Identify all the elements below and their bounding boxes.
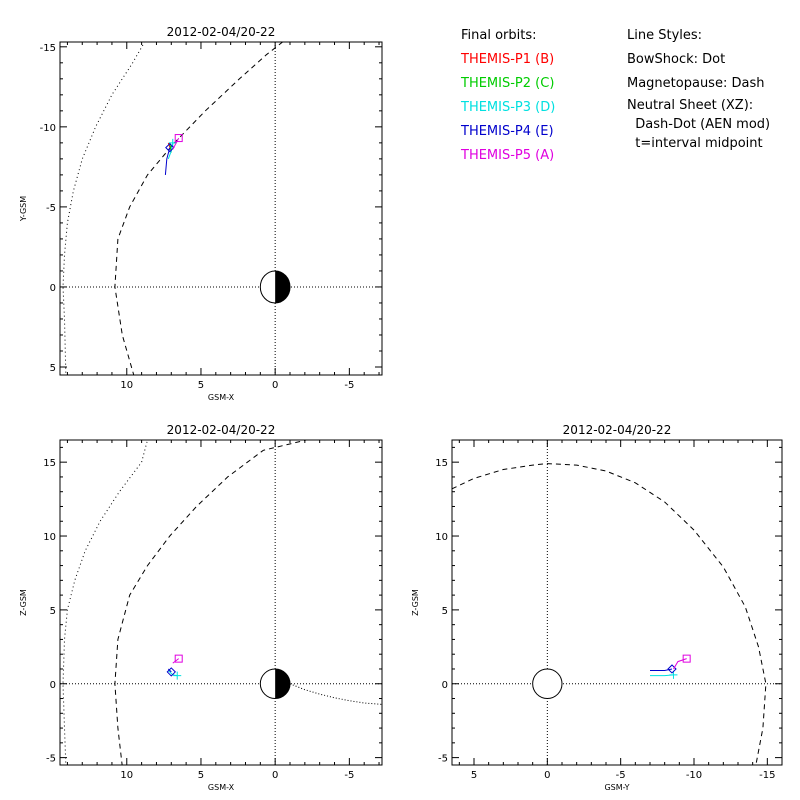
yz-orbit-themis-p4-line bbox=[650, 668, 673, 671]
orbits-legend-title: Final orbits: bbox=[461, 28, 537, 43]
xz-bow-shock bbox=[62, 440, 148, 765]
line-styles-legend: Line Styles: BowShock: Dot Magnetopause:… bbox=[627, 24, 770, 153]
xy-orbit-themis-p4-marker bbox=[165, 142, 175, 153]
legend-probe-p4: THEMIS-P4 (E) bbox=[461, 124, 554, 139]
style-magnetopause: Magnetopause: Dash bbox=[627, 76, 765, 91]
yz-xtick-label: 5 bbox=[471, 770, 477, 781]
style-interval: t=interval midpoint bbox=[627, 136, 763, 151]
xy-plot: 10 5 0 -5 5 0 -5 -10 -15 2012-02-04/20-22 GSM-X Y-G… bbox=[19, 25, 383, 402]
xz-orbit-themis-p4-marker bbox=[166, 667, 176, 677]
xy-ytick-label: -5 bbox=[46, 203, 56, 214]
yz-title: 2012-02-04/20-22 bbox=[563, 423, 672, 437]
xy-bow-shock bbox=[62, 42, 146, 375]
xy-ytick-label: 5 bbox=[50, 363, 56, 374]
xy-xlabel: GSM-X bbox=[208, 393, 235, 402]
xz-ytick-label: 15 bbox=[43, 458, 56, 469]
xy-ytick-label: 0 bbox=[50, 283, 56, 294]
yz-ytick-label: -5 bbox=[438, 754, 448, 765]
xz-ytick-label: 5 bbox=[50, 606, 56, 617]
xy-ytick-label: -15 bbox=[40, 43, 56, 54]
yz-xtick-label: -5 bbox=[616, 770, 626, 781]
xz-xtick-label: 0 bbox=[272, 770, 278, 781]
xz-magnetopause bbox=[114, 440, 307, 765]
yz-xlabel: GSM-Y bbox=[604, 783, 629, 792]
yz-orbit-themis-p3-marker bbox=[669, 670, 678, 679]
xz-orbit-themis-p5-line bbox=[172, 658, 180, 664]
xz-ytick-label: -5 bbox=[46, 754, 56, 765]
yz-magnetopause bbox=[452, 463, 767, 765]
xz-orbit-themis-p5-marker bbox=[174, 654, 183, 663]
xy-magnetopause bbox=[114, 42, 283, 375]
xz-plot: 10 5 0 -5 -5 0 5 10 15 2012-02-04/20-22 GSM-X Z-GSM bbox=[19, 423, 383, 792]
xz-orbit-themis-p3-marker bbox=[173, 671, 182, 680]
xy-xtick-label: 5 bbox=[198, 380, 204, 391]
xz-earth-nightside bbox=[275, 668, 290, 699]
xz-xtick-label: 10 bbox=[120, 770, 133, 781]
xy-xtick-label: 10 bbox=[120, 380, 133, 391]
xy-orbit-themis-p5-marker bbox=[174, 134, 183, 143]
xy-earth-nightside bbox=[275, 270, 290, 303]
xy-ytick-label: -10 bbox=[40, 123, 56, 134]
xz-ytick-label: 10 bbox=[43, 532, 56, 543]
xz-xtick-label: -5 bbox=[344, 770, 354, 781]
yz-frame bbox=[451, 439, 783, 766]
xy-xtick-label: 0 bbox=[272, 380, 278, 391]
xz-ylabel: Z-GSM bbox=[19, 589, 28, 616]
xz-xlabel: GSM-X bbox=[208, 783, 235, 792]
orbits-legend: Final orbits: THEMIS-P1 (B) THEMIS-P2 (C… bbox=[461, 24, 555, 168]
yz-ytick-label: 10 bbox=[435, 532, 448, 543]
yz-plot-area bbox=[452, 440, 782, 765]
xz-ytick-label: 0 bbox=[50, 680, 56, 691]
yz-ytick-label: 0 bbox=[442, 680, 448, 691]
style-neutral-sheet: Neutral Sheet (XZ): bbox=[627, 98, 754, 113]
xy-plot-area bbox=[60, 42, 382, 375]
xy-orbit-themis-p5-line bbox=[172, 137, 180, 150]
xy-frame bbox=[59, 41, 383, 376]
style-bowshock: BowShock: Dot bbox=[627, 52, 726, 67]
xy-title: 2012-02-04/20-22 bbox=[167, 25, 276, 39]
xz-xtick-label: 5 bbox=[198, 770, 204, 781]
yz-ytick-label: 5 bbox=[442, 606, 448, 617]
xz-frame bbox=[59, 439, 383, 766]
xz-plot-area bbox=[60, 440, 382, 765]
xy-orbit-themis-p3-marker bbox=[168, 138, 177, 147]
yz-ytick-label: 15 bbox=[435, 458, 448, 469]
style-dash-dot: Dash-Dot (AEN mod) bbox=[627, 117, 771, 132]
xz-orbit-themis-p4-line bbox=[167, 668, 172, 673]
legend-probe-p3: THEMIS-P3 (D) bbox=[461, 100, 556, 115]
yz-orbit-themis-p5-line bbox=[673, 658, 687, 670]
yz-xtick-label: -15 bbox=[759, 770, 775, 781]
yz-orbit-themis-p5-marker bbox=[682, 654, 691, 663]
yz-xtick-label: 0 bbox=[544, 770, 550, 781]
xz-neutral-sheet bbox=[289, 683, 382, 705]
xy-ylabel: Y-GSM bbox=[19, 196, 28, 222]
legend-probe-p2: THEMIS-P2 (C) bbox=[461, 76, 555, 91]
legend-probe-p1: THEMIS-P1 (B) bbox=[461, 52, 555, 67]
yz-ylabel: Z-GSM bbox=[411, 589, 420, 616]
xy-xtick-label: -5 bbox=[344, 380, 354, 391]
xy-orbit-themis-p4-line bbox=[164, 147, 171, 175]
xz-title: 2012-02-04/20-22 bbox=[167, 423, 276, 437]
yz-earth bbox=[532, 668, 563, 700]
legend-probe-p5: THEMIS-P5 (A) bbox=[461, 148, 555, 163]
yz-plot: 5 0 -5 -10 -15 -5 0 5 10 15 2012-02-04/20-22 GSM-Y Z… bbox=[411, 423, 783, 792]
yz-xtick-label: -10 bbox=[686, 770, 702, 781]
line-styles-title: Line Styles: bbox=[627, 28, 703, 43]
